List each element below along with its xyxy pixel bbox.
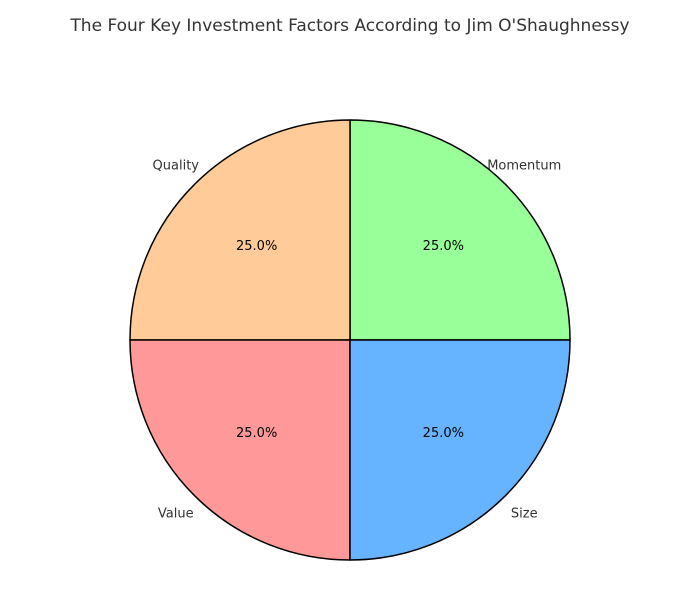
pie-slice: [130, 120, 350, 340]
pie-slice: [350, 120, 570, 340]
pie-slice-label: Momentum: [487, 158, 561, 173]
pie-chart-svg: 25.0% Momentum 25.0% Quality 25.0% Value 25.0%…: [0, 0, 700, 616]
pie-slice-label: Size: [511, 507, 538, 522]
pie-slice-percent: 25.0%: [236, 426, 277, 441]
pie-slice: [130, 340, 350, 560]
pie-slice-percent: 25.0%: [423, 239, 464, 254]
pie-slice-label: Value: [158, 507, 194, 522]
pie-slice-label: Quality: [153, 158, 200, 173]
pie-slice: [350, 340, 570, 560]
pie-chart-container: The Four Key Investment Factors Accordin…: [0, 0, 700, 616]
pie-slice-percent: 25.0%: [423, 426, 464, 441]
pie-slice-percent: 25.0%: [236, 239, 277, 254]
